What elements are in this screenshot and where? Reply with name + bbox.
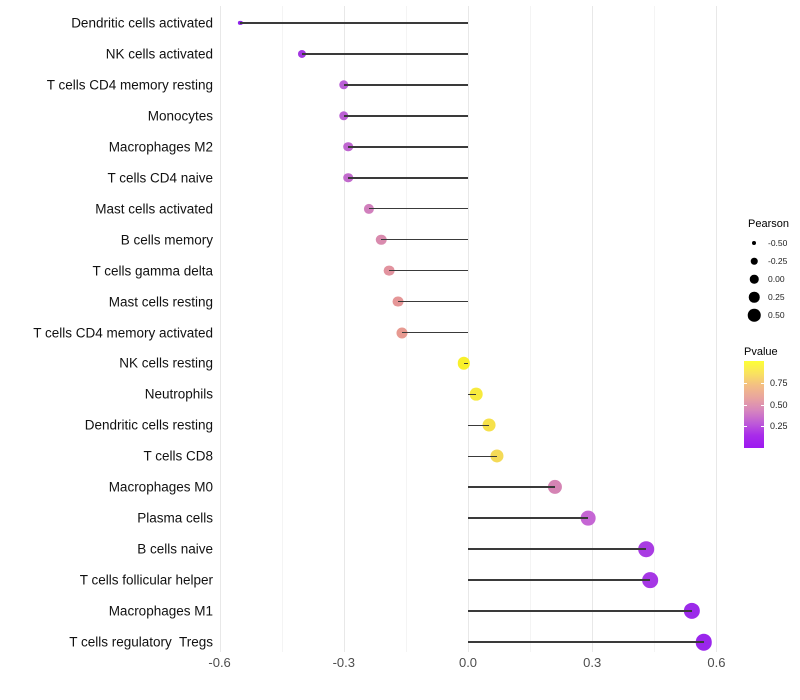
lollipop-stem (401, 331, 468, 334)
colorbar-tick (744, 404, 747, 406)
lollipop-stem (368, 207, 468, 210)
lollipop-dot (638, 541, 654, 557)
size-legend-dot (752, 241, 756, 245)
category-label: NK cells activated (105, 46, 213, 62)
lollipop-dot (482, 418, 496, 432)
color-legend-title: Pvalue (744, 346, 778, 358)
lollipop-stem (343, 115, 468, 117)
lollipop-stem (389, 269, 468, 272)
category-label: NK cells resting (119, 355, 213, 371)
gridline-major (592, 6, 594, 652)
category-label: Dendritic cells resting (84, 417, 213, 433)
lollipop-stem (347, 146, 468, 148)
lollipop-stem (468, 517, 589, 519)
size-legend-label: 0.00 (768, 274, 785, 284)
category-label: Plasma cells (137, 510, 213, 526)
lollipop-stem (468, 393, 477, 396)
pvalue-colorbar (744, 361, 764, 448)
lollipop-stem (302, 53, 468, 55)
category-label: Macrophages M0 (108, 479, 213, 495)
size-legend-dot (750, 257, 758, 265)
category-label: T cells gamma delta (92, 263, 213, 279)
x-tick-label: -0.6 (208, 655, 231, 670)
size-legend-dot (747, 308, 761, 322)
x-tick-label: 0.0 (458, 655, 478, 670)
colorbar-tick (744, 426, 747, 428)
lollipop-dot (580, 510, 596, 526)
gridline-major (219, 6, 221, 652)
x-tick-label: -0.3 (332, 655, 355, 670)
gridline-major (468, 6, 469, 652)
gridline-minor (530, 6, 532, 652)
category-label: Monocytes (147, 108, 213, 124)
lollipop-stem (468, 548, 647, 550)
category-label: Mast cells resting (108, 294, 213, 310)
colorbar-tick-label: 0.75 (770, 377, 788, 388)
lollipop-dot (683, 602, 700, 620)
category-label: T cells CD4 memory activated (33, 325, 213, 340)
size-legend-title: Pearson (748, 218, 789, 230)
x-tick-label: 0.3 (583, 655, 602, 670)
lollipop-dot (469, 388, 483, 401)
lollipop-dot (547, 480, 563, 495)
gridline-major (343, 6, 345, 652)
lollipop-stem (343, 84, 468, 86)
category-label: Macrophages M2 (108, 139, 213, 155)
colorbar-tick (761, 382, 764, 384)
category-label: Neutrophils (144, 386, 213, 402)
colorbar-tick (761, 426, 764, 428)
colorbar-tick (744, 382, 747, 384)
category-label: B cells memory (120, 232, 213, 248)
size-legend-dot (749, 274, 759, 284)
colorbar-tick (761, 404, 764, 406)
lollipop-stem (347, 176, 468, 179)
category-label: T cells CD8 (143, 448, 213, 464)
category-label: Mast cells activated (95, 201, 213, 217)
size-legend-label: -0.25 (768, 256, 788, 266)
x-tick-label: 0.6 (707, 655, 726, 670)
lollipop-stem (240, 22, 468, 24)
lollipop-stem (468, 455, 497, 458)
lollipop-stem (397, 300, 468, 303)
category-label: Dendritic cells activated (71, 15, 213, 31)
lollipop-stem (468, 579, 651, 581)
lollipop-stem (468, 641, 704, 643)
lollipop-stem (468, 424, 489, 427)
lollipop-stem (468, 610, 692, 612)
lollipop-dot (490, 449, 504, 463)
size-legend-label: 0.50 (768, 310, 785, 320)
lollipop-dot (695, 633, 713, 651)
size-legend-label: -0.50 (768, 238, 788, 248)
colorbar-tick-label: 0.50 (770, 399, 788, 410)
category-label: T cells CD4 naive (107, 170, 213, 186)
category-label: T cells regulatory Tregs (69, 634, 213, 650)
size-legend-dot (748, 291, 760, 303)
colorbar-tick-label: 0.25 (770, 421, 788, 432)
size-legend-label: 0.25 (768, 292, 785, 302)
gridline-major (716, 6, 718, 652)
gridline-minor (654, 6, 656, 652)
category-label: T cells CD4 memory resting (46, 77, 213, 93)
category-label: Macrophages M1 (108, 603, 213, 619)
category-label: B cells naive (137, 541, 213, 557)
lollipop-dot (642, 572, 658, 588)
gridline-minor (281, 6, 283, 652)
lollipop-stem (381, 238, 468, 241)
category-label: T cells follicular helper (79, 572, 213, 588)
lollipop-stem (463, 362, 468, 365)
lollipop-stem (468, 486, 555, 489)
